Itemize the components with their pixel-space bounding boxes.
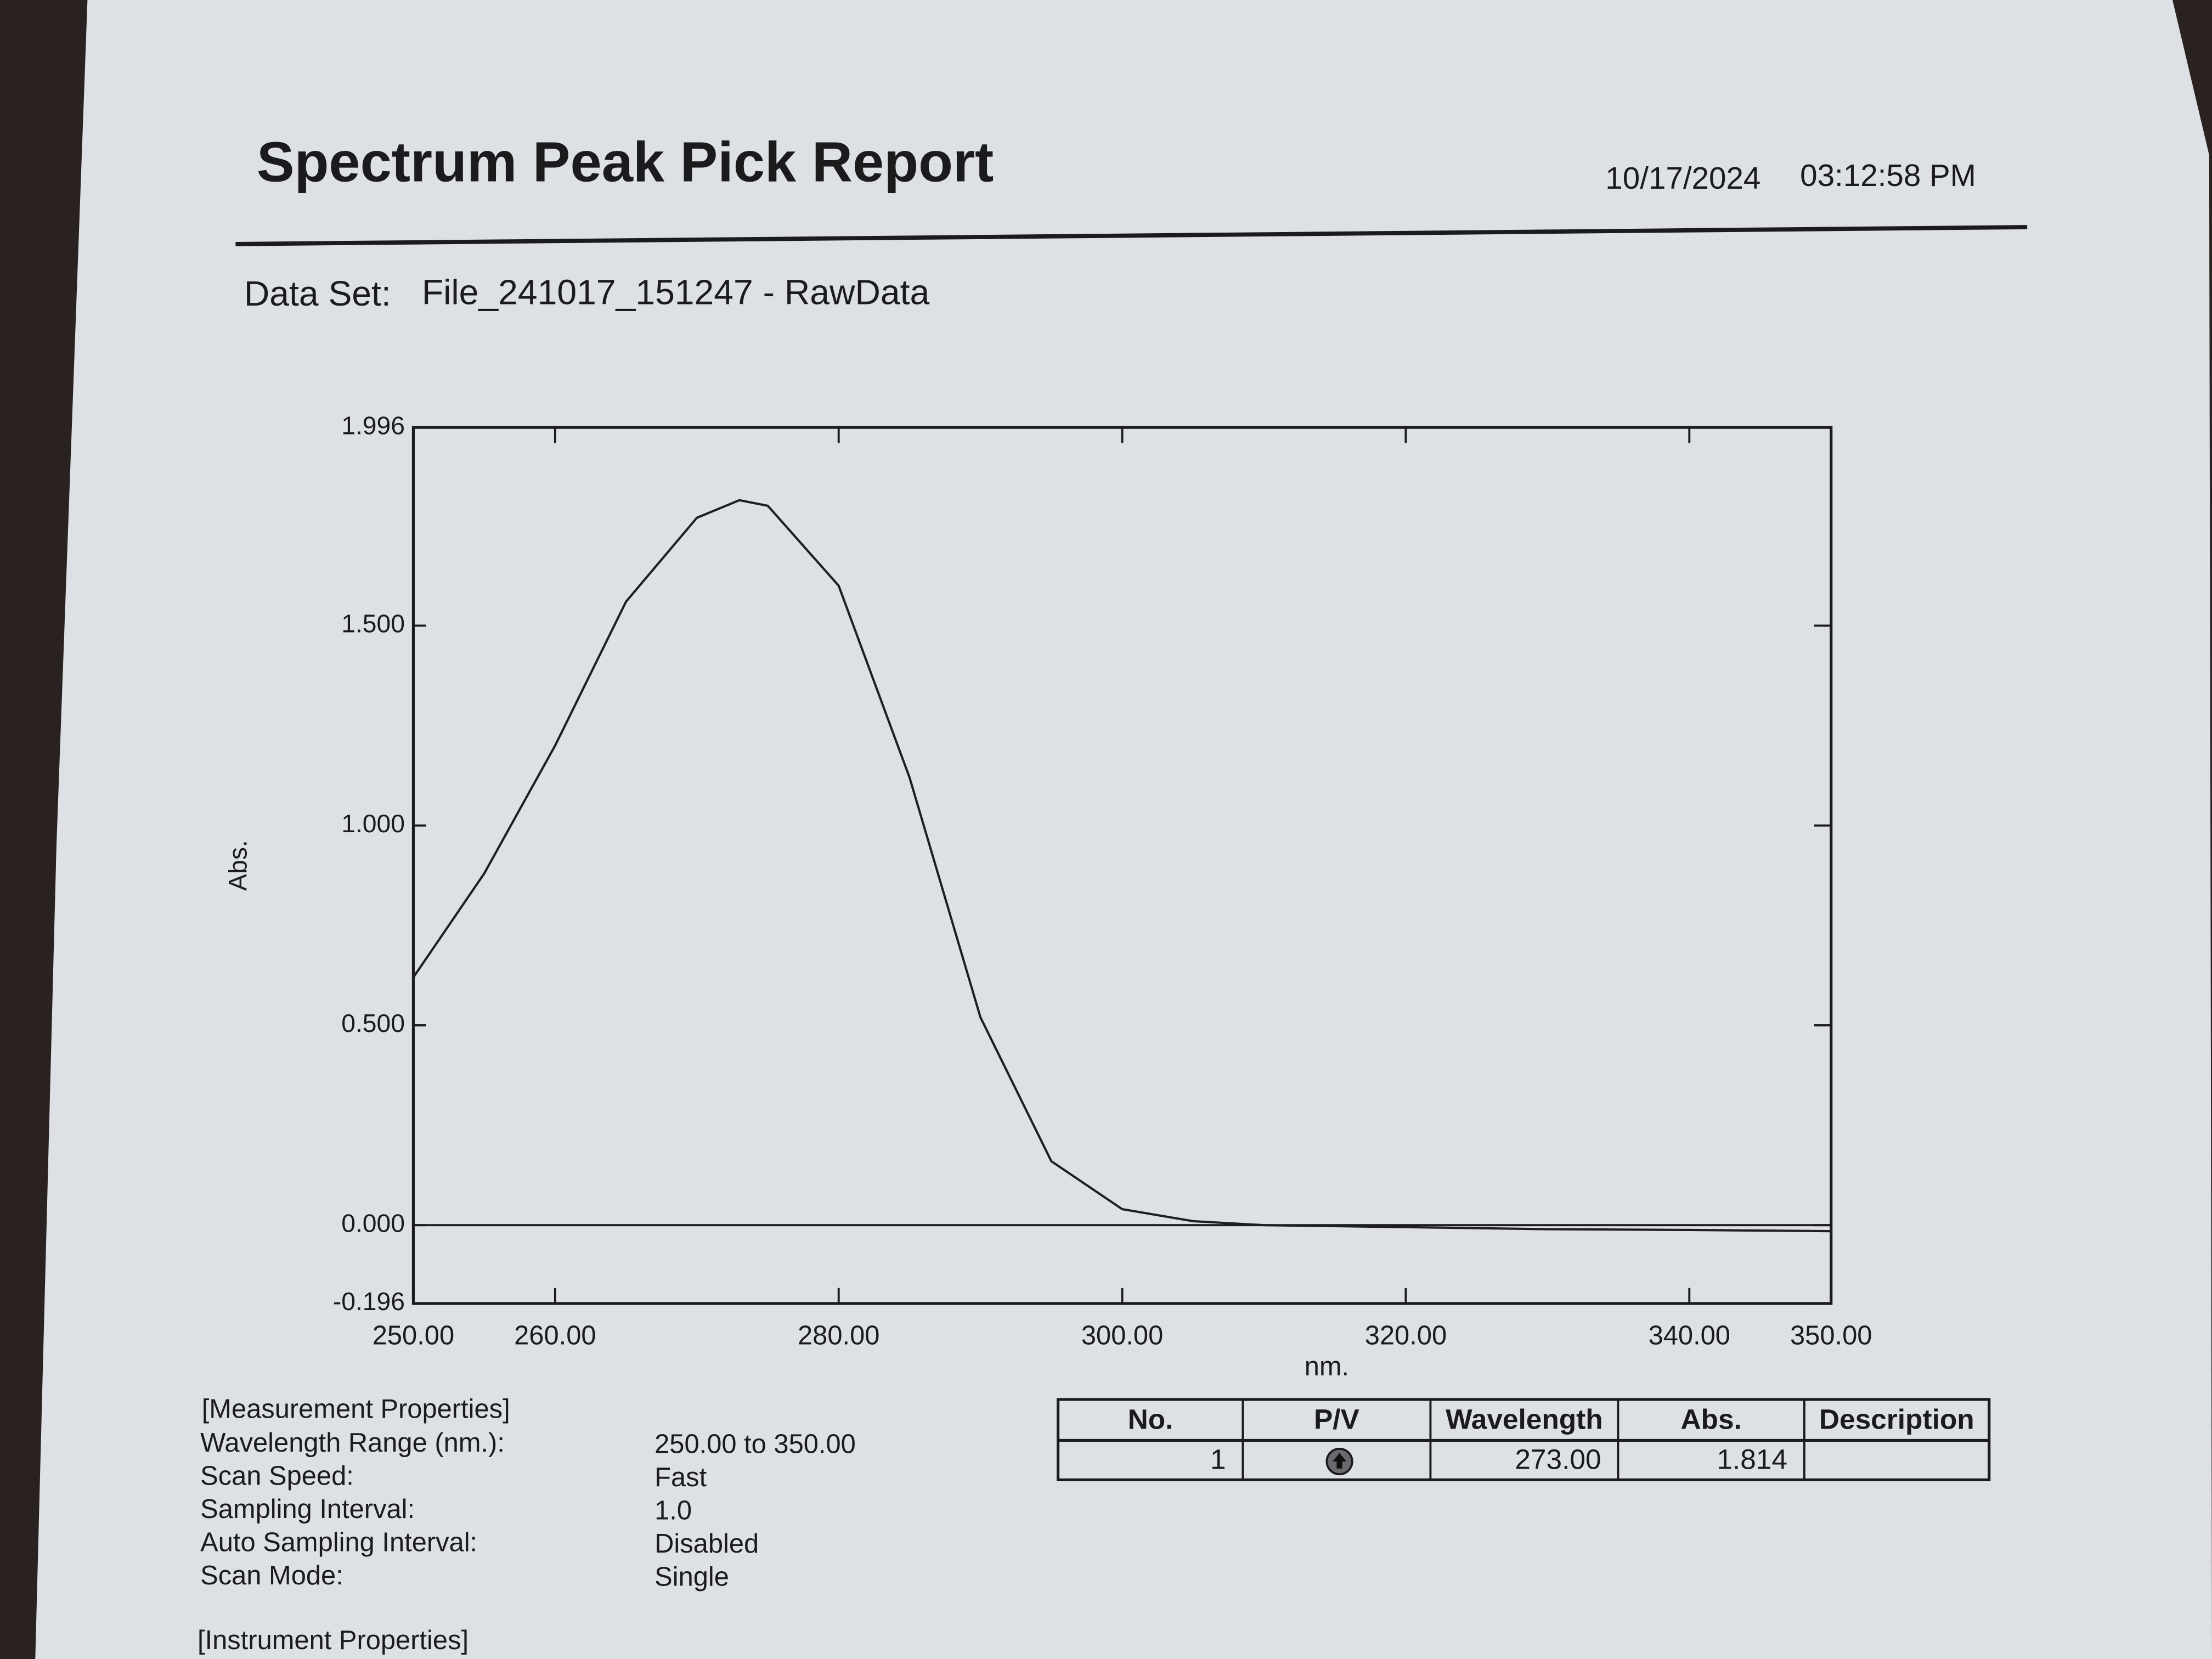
chart: -0.196 0.000 0.500 1.000 1.500 1.996 250.00 260… [223, 411, 1872, 1381]
property-label: Sampling Interval: [200, 1494, 415, 1524]
y-tick-label: 1.996 [341, 411, 405, 439]
x-tick-label: 300.00 [1081, 1321, 1163, 1351]
property-label: Wavelength Range (nm.): [200, 1428, 505, 1458]
x-tick-label: 280.00 [798, 1321, 879, 1351]
y-tick-label: 1.500 [341, 610, 405, 638]
table-header: P/V [1314, 1403, 1359, 1435]
property-value: Fast [654, 1463, 707, 1492]
report-date: 10/17/2024 [1605, 161, 1760, 195]
property-value: Single [654, 1562, 729, 1592]
property-value: 250.00 to 350.00 [654, 1430, 856, 1459]
x-axis-label: nm. [1305, 1352, 1349, 1381]
x-tick-label: 340.00 [1649, 1321, 1730, 1351]
measurement-title: [Measurement Properties] [202, 1394, 510, 1424]
y-tick-label: 1.000 [341, 809, 405, 838]
table-header: Wavelength [1446, 1403, 1603, 1435]
peak-table: No. P/V Wavelength Abs. Description 1 273.00 1.… [1057, 1398, 1991, 1481]
instrument-title: [Instrument Properties] [198, 1626, 469, 1655]
property-value: Disabled [654, 1529, 759, 1559]
table-header: Description [1819, 1403, 1974, 1435]
table-cell: 273.00 [1515, 1443, 1601, 1475]
y-axis-label: Abs. [223, 840, 252, 891]
spectrum-line [412, 499, 1831, 1233]
table-cell: 1 [1210, 1443, 1226, 1475]
x-tick-label: 260.00 [514, 1321, 596, 1351]
table-header: Abs. [1680, 1403, 1741, 1435]
data-set-value: File_241017_151247 - RawData [422, 272, 930, 312]
header-rule [235, 225, 2028, 246]
paper [35, 0, 2212, 1659]
report-title: Spectrum Peak Pick Report [257, 131, 994, 194]
table-header: No. [1128, 1403, 1173, 1435]
y-tick-label: -0.196 [333, 1287, 405, 1316]
x-tick-label: 250.00 [373, 1321, 454, 1351]
property-label: Scan Speed: [200, 1461, 354, 1491]
table-cell: 1.814 [1717, 1443, 1787, 1475]
y-tick-label: 0.500 [341, 1009, 405, 1037]
property-label: Auto Sampling Interval: [200, 1527, 477, 1557]
y-tick-label: 0.000 [341, 1209, 405, 1237]
property-value: 1.0 [654, 1496, 692, 1525]
peak-icon-arrow [1332, 1453, 1347, 1469]
data-set-label: Data Set: [244, 274, 391, 313]
measurement-properties: [Measurement Properties] Wavelength Rang… [200, 1394, 856, 1592]
report-time: 03:12:58 PM [1800, 158, 1976, 193]
x-tick-label: 350.00 [1790, 1321, 1872, 1351]
x-tick-label: 320.00 [1365, 1321, 1447, 1351]
property-label: Scan Mode: [200, 1561, 343, 1590]
